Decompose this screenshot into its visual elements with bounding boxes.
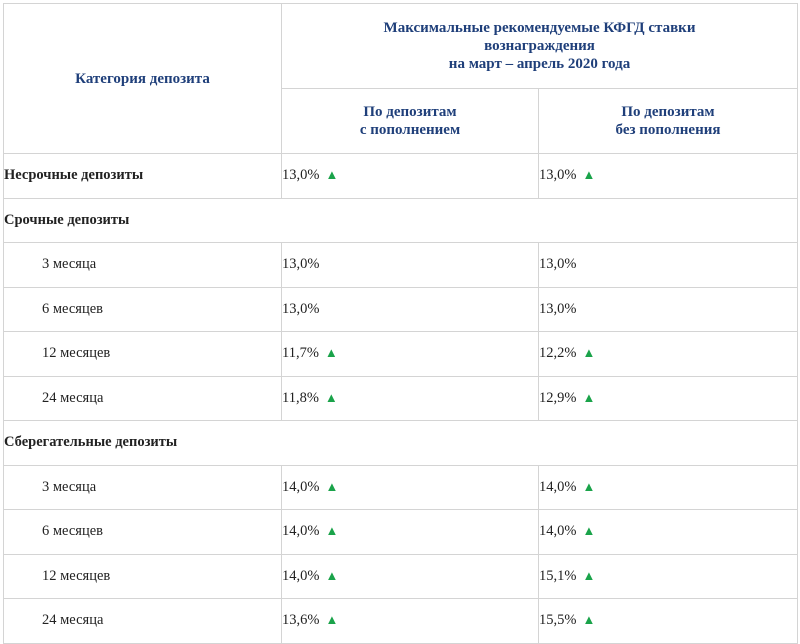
row-label: 3 месяца <box>3 464 282 510</box>
rate-with: 13,0% ▲ <box>281 153 539 199</box>
section-row: Срочные депозиты <box>2 197 799 243</box>
up-arrow-icon: ▲ <box>325 478 339 494</box>
rate-with: 13,0% <box>281 286 539 332</box>
row-label: 24 месяца <box>3 375 282 421</box>
rate-value: 15,5% <box>539 612 577 629</box>
rate-with: 14,0% ▲ <box>281 464 539 510</box>
row-label: 6 месяцев <box>3 286 282 332</box>
deposit-rates-table: Категория депозита Максимальные рекоменд… <box>2 3 799 644</box>
main-title-header: Максимальные рекомендуемые КФГД ставки в… <box>280 3 799 89</box>
up-arrow-icon: ▲ <box>325 612 339 628</box>
rate-value: 12,2% <box>539 345 577 362</box>
rate-value: 13,0% <box>539 256 577 273</box>
table-row: 6 месяцев 13,0% 13,0% <box>3 286 799 332</box>
rate-with: 14,0% ▲ <box>281 509 539 555</box>
table-row: 24 месяца 11,8% ▲ 12,9% ▲ <box>3 375 799 421</box>
rate-with: 13,0% <box>281 242 539 288</box>
up-arrow-icon: ▲ <box>582 567 596 583</box>
rate-value: 14,0% <box>282 567 320 584</box>
section-row: Сберегательные депозиты <box>2 420 799 466</box>
up-arrow-icon: ▲ <box>582 167 596 183</box>
rate-with: 13,6% ▲ <box>281 598 539 644</box>
section-label: Срочные депозиты <box>2 197 799 243</box>
up-arrow-icon: ▲ <box>324 389 338 405</box>
up-arrow-icon: ▲ <box>325 523 339 539</box>
rate-with: 11,7% ▲ <box>281 331 539 377</box>
rate-value: 13,0% <box>282 300 320 317</box>
table-row: 12 месяцев 11,7% ▲ 12,2% ▲ <box>3 331 799 377</box>
main-title-line: Максимальные рекомендуемые КФГД ставки <box>383 20 696 36</box>
table-row: Несрочные депозиты 13,0% ▲ 13,0% ▲ <box>3 153 799 199</box>
col-without-line: По депозитам <box>621 104 715 120</box>
rate-value: 13,0% <box>539 300 577 317</box>
rate-value: 13,6% <box>282 612 320 629</box>
table-row: 24 месяца 13,6% ▲ 15,5% ▲ <box>3 598 799 644</box>
category-header: Категория депозита <box>3 3 282 154</box>
rate-with: 11,8% ▲ <box>281 375 539 421</box>
row-label: 3 месяца <box>3 242 282 288</box>
up-arrow-icon: ▲ <box>324 345 338 361</box>
rate-value: 13,0% <box>282 256 320 273</box>
col-without-replenishment-header: По депозитам без пополнения <box>537 88 799 154</box>
rate-value: 13,0% <box>282 167 320 184</box>
table-row: 3 месяца 13,0% 13,0% <box>3 242 799 288</box>
rate-with: 14,0% ▲ <box>281 553 539 599</box>
rate-value: 14,0% <box>282 523 320 540</box>
row-label: 24 месяца <box>3 598 282 644</box>
table-row: 6 месяцев 14,0% ▲ 14,0% ▲ <box>3 509 799 555</box>
rate-without: 12,2% ▲ <box>537 331 799 377</box>
table-row: 12 месяцев 14,0% ▲ 15,1% ▲ <box>3 553 799 599</box>
rate-value: 11,7% <box>282 345 319 362</box>
col-with-replenishment-header: По депозитам с пополнением <box>281 88 539 154</box>
rate-without: 13,0% <box>537 286 799 332</box>
up-arrow-icon: ▲ <box>325 567 339 583</box>
rate-without: 13,0% <box>537 242 799 288</box>
row-label: Несрочные депозиты <box>3 153 282 199</box>
header-row-sub: По депозитам с пополнением По депозитам … <box>4 88 799 154</box>
rate-without: 14,0% ▲ <box>537 464 799 510</box>
up-arrow-icon: ▲ <box>582 523 596 539</box>
table-row: 3 месяца 14,0% ▲ 14,0% ▲ <box>3 464 799 510</box>
rate-without: 15,5% ▲ <box>537 598 799 644</box>
up-arrow-icon: ▲ <box>582 612 596 628</box>
main-title-line: вознаграждения <box>484 38 595 54</box>
section-label: Сберегательные депозиты <box>2 420 799 466</box>
col-with-line: По депозитам <box>363 104 457 120</box>
col-without-line: без пополнения <box>615 122 721 138</box>
row-label: 6 месяцев <box>3 509 282 555</box>
rate-value: 11,8% <box>282 389 319 406</box>
up-arrow-icon: ▲ <box>582 389 596 405</box>
rate-value: 13,0% <box>539 167 577 184</box>
rate-without: 14,0% ▲ <box>537 509 799 555</box>
rate-value: 15,1% <box>539 567 577 584</box>
rate-value: 14,0% <box>539 523 577 540</box>
rate-without: 13,0% ▲ <box>537 153 799 199</box>
rate-value: 14,0% <box>539 478 577 495</box>
rate-value: 14,0% <box>282 478 320 495</box>
up-arrow-icon: ▲ <box>582 478 596 494</box>
rate-without: 12,9% ▲ <box>537 375 799 421</box>
rate-value: 12,9% <box>539 389 577 406</box>
header-row-top: Категория депозита Максимальные рекоменд… <box>3 3 799 154</box>
row-label: 12 месяцев <box>3 553 282 599</box>
row-label: 12 месяцев <box>3 331 282 377</box>
col-with-line: с пополнением <box>359 122 461 138</box>
rate-without: 15,1% ▲ <box>537 553 799 599</box>
main-title-line: на март – апрель 2020 года <box>448 56 631 72</box>
up-arrow-icon: ▲ <box>582 345 596 361</box>
up-arrow-icon: ▲ <box>325 167 339 183</box>
